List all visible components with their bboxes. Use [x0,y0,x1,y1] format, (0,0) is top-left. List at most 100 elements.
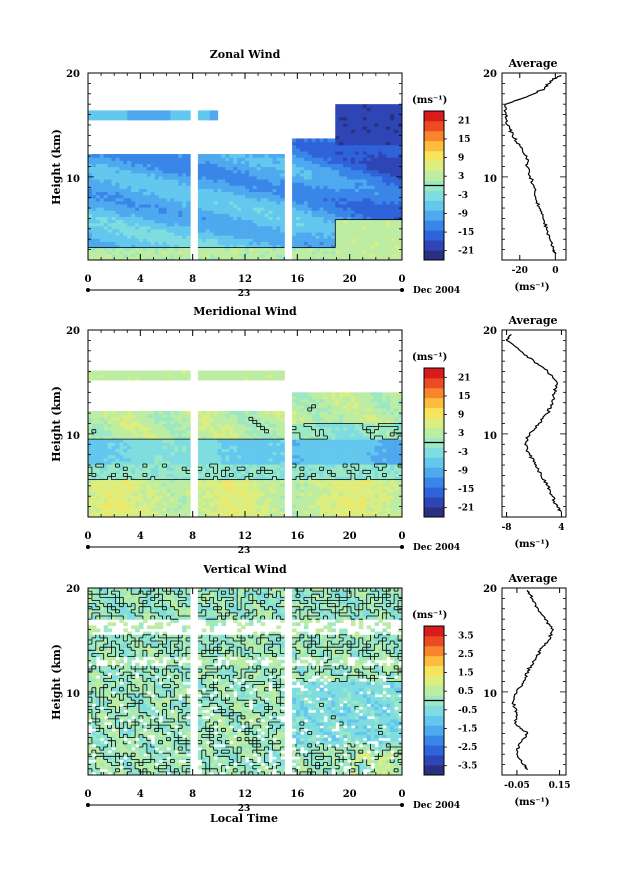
heatmap-cell [221,373,226,378]
heatmap-cell [142,423,148,428]
heatmap-cell [146,154,152,158]
heatmap-cell [107,457,113,462]
heatmap-cell [245,504,250,509]
heatmap-cell [201,411,207,415]
heatmap-cell [221,470,226,474]
heatmap-cell [139,470,144,474]
heatmap-cell [350,231,356,236]
heatmap-cell [115,492,120,496]
heatmap-cell [280,435,285,440]
heatmap-cell [131,203,136,208]
heatmap-cell [170,157,175,161]
heatmap-cell [88,457,93,462]
heatmap-cell [280,200,285,205]
heatmap-cell [162,423,168,428]
heatmap-cell [91,231,97,236]
heatmap-cell [366,160,372,164]
heatmap-cell [111,370,117,375]
heatmap-cell [354,247,360,252]
heatmap-cell [327,256,332,260]
heatmap-cell [256,414,262,418]
heatmap-cell [366,247,372,252]
heatmap-cell [178,464,183,468]
heatmap-cell [390,200,395,205]
heatmap-cell [307,157,313,161]
heatmap-cell [237,188,242,193]
heatmap-cell [107,191,113,196]
heatmap-cell [350,256,356,260]
heatmap-cell [382,138,387,143]
heatmap-cell [264,370,270,375]
heatmap-cell [95,467,101,471]
heatmap-cell [386,169,391,174]
heatmap-cell [142,216,148,221]
heatmap-cell [178,244,183,249]
heatmap-cell [107,420,113,425]
heatmap-cell [95,420,101,425]
heatmap-cell [276,225,281,230]
heatmap-cell [99,426,105,431]
heatmap-cell [178,197,183,202]
heatmap-cell [252,256,258,260]
heatmap-cell [343,113,348,118]
heatmap-cell [303,228,309,233]
heatmap-cell [142,420,148,425]
heatmap-cell [229,470,234,474]
heatmap-cell [272,178,277,183]
heatmap-cell [303,207,309,211]
heatmap-cell [139,231,144,236]
heatmap-cell [256,203,262,208]
heatmap-cell [170,188,175,193]
heatmap-cell [146,376,152,381]
heatmap-cell [237,504,242,509]
heatmap-cell [99,172,105,177]
heatmap-cell [272,207,277,211]
heatmap-cell [260,178,266,183]
heatmap-cell [221,169,226,174]
heatmap-cell [386,163,391,168]
heatmap-cell [260,451,266,456]
heatmap-cell [221,411,226,415]
heatmap-cell [370,160,376,164]
heatmap-cell [162,182,168,186]
heatmap-cell [170,241,175,246]
heatmap-cell [335,244,340,249]
heatmap-cell [398,172,402,177]
heatmap-cell [174,479,179,484]
heatmap-cell [162,166,168,171]
heatmap-cell [394,178,399,183]
heatmap-cell [99,442,105,446]
heatmap-cell [182,445,187,450]
heatmap-cell [142,197,148,202]
heatmap-cell [370,188,376,193]
heatmap-cell [107,253,113,258]
heatmap-cell [221,241,226,246]
heatmap-cell [264,203,270,208]
heatmap-cell [350,185,356,189]
heatmap-cell [280,250,285,255]
heatmap-cell [280,442,285,446]
heatmap-cell [91,423,97,428]
heatmap-cell [107,485,113,490]
heatmap-cell [142,163,148,168]
heatmap-cell [139,439,144,443]
heatmap-cell [268,454,274,459]
heatmap-cell [213,488,219,493]
heatmap-cell [252,185,258,189]
heatmap-cell [229,175,234,180]
heatmap-cell [123,241,128,246]
heatmap-cell [139,482,144,487]
heatmap-cell [350,150,356,155]
heatmap-cell [178,231,183,236]
heatmap-cell [339,125,344,130]
heatmap-cell [347,222,352,227]
heatmap-cell [252,448,258,453]
heatmap-cell [390,222,395,227]
heatmap-cell [186,464,191,468]
heatmap-cell [299,185,305,189]
heatmap-cell [205,182,211,186]
heatmap-cell [323,216,329,221]
heatmap-cell [135,414,140,418]
heatmap-cell [154,244,160,249]
heatmap-cell [386,154,391,158]
